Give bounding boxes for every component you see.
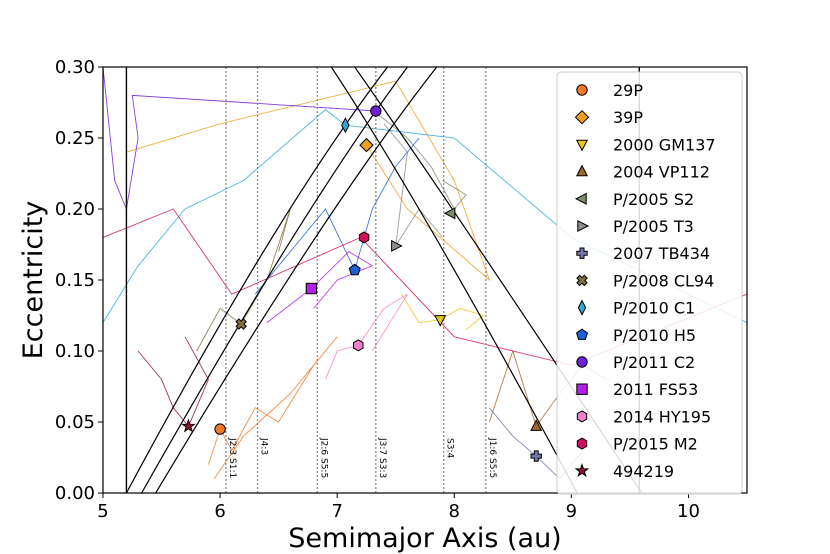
2011fs53-track [266,251,374,323]
marker-p-2010-h5 [348,263,361,276]
legend-marker-p-2010-c1 [577,299,587,316]
legend-label-p-2008-cl94: P/2008 CL94 [613,271,714,290]
resonance-label-j1-6-s5-5: J1:6 S5:5 [487,437,497,478]
resonance-label-j2-3-s1-1: J2:3 S1:1 [227,437,237,478]
perihelion-jupiter-inner [125,67,389,493]
494219-track [137,336,209,428]
resonance-label-j2-6-s5-5: J2:6 S5:5 [318,437,328,478]
legend-marker-2004-vp112 [575,164,589,177]
legend-marker-p-2005-s2 [574,192,587,205]
y-tick-label: 0.05 [55,412,95,433]
legend-marker-p-2005-t3 [577,219,590,233]
marker-2000-gm137 [434,315,447,327]
legend-label-p-2005-t3: P/2005 T3 [613,217,694,236]
marker-494219 [181,418,196,433]
marker-2004-vp112 [530,419,543,431]
legend: 29P 39P 2000 GM137 2004 VP112 P/2005 S2 P/200… [556,71,743,495]
legend-label-2004-vp112: 2004 VP112 [613,163,710,182]
marker-2007-tb434 [530,450,542,462]
resonance-label-j3-7-s3-3: J3:7 S3:3 [377,437,387,478]
p2010h5-track [254,137,420,295]
marker-p-2010-c1 [341,117,350,134]
marker-39p [359,137,374,153]
legend-label-29p: 29P [613,81,643,100]
resonance-layer: J2:3 S1:1 J4:3 J2:6 S5:5 J3:7 S3:3 S3:4 J1:6 … [225,67,497,493]
legend-marker-p-2008-cl94 [576,274,588,287]
p2008cl94-track [196,208,291,352]
resonance-label-j4-3: J4:3 [259,437,269,455]
marker-2011-fs53 [305,282,318,295]
legend-marker-29p [576,84,588,96]
p2005t3-track [383,123,443,247]
perihelion-jupiter-mid [141,67,408,493]
y-tick-label: 0.30 [55,57,95,78]
y-tick-label: 0.15 [55,270,95,291]
tick-layer: 5 6 7 8 9 10 0.00 0.05 0.10 0.15 0.20 0.25 0.30 [55,57,700,522]
legend-marker-p-2011-c2 [576,356,588,368]
x-tick-label: 7 [331,501,342,522]
legend-label-2000-gm137: 2000 GM137 [613,135,716,154]
p2005s2-track [372,109,467,210]
marker-p-2005-t3 [391,239,403,252]
legend-marker-2007-tb434 [576,247,588,259]
y-axis-title: Eccentricity [18,201,49,360]
x-axis-title: Semimajor Axis (au) [288,523,561,554]
legend-box [556,71,743,495]
legend-marker-494219 [574,463,590,478]
resonance-label-s3-4: S3:4 [445,438,455,458]
legend-label-p-2010-h5: P/2010 H5 [613,326,696,345]
legend-label-p-2005-s2: P/2005 S2 [613,190,694,209]
p2011c2-track [103,67,376,211]
marker-layer [181,105,543,462]
legend-marker-p-2015-m2 [576,437,588,450]
x-tick-label: 5 [97,501,108,522]
x-tick-label: 9 [566,501,577,522]
y-tick-label: 0.20 [55,199,95,220]
legend-label-494219: 494219 [613,462,674,481]
legend-label-2007-tb434: 2007 TB434 [613,244,710,263]
legend-label-2011-fs53: 2011 FS53 [613,380,698,399]
legend-marker-39p [574,109,590,125]
2000gm137-track [401,293,485,331]
y-tick-label: 0.00 [55,483,95,504]
x-tick-label: 6 [214,501,225,522]
marker-p-2011-c2 [370,105,382,117]
legend-marker-2014-hy195 [576,410,588,423]
legend-marker-2011-fs53 [576,383,588,395]
2014hy195-track [325,293,408,380]
legend-marker-2000-gm137 [575,139,589,152]
legend-marker-p-2010-h5 [576,328,588,340]
marker-p-2015-m2 [358,231,370,244]
legend-label-p-2011-c2: P/2011 C2 [613,353,695,372]
marker-29p [214,423,226,435]
x-tick-label: 10 [677,501,700,522]
aphelion-saturn-2 [330,67,578,493]
marker-p-2005-s2 [443,207,456,220]
legend-label-p-2010-c1: P/2010 C1 [613,299,695,318]
perihelion-jupiter-outer [155,67,438,493]
y-tick-label: 0.25 [55,128,95,149]
p2010c1-track [103,109,747,324]
39p-track [126,80,491,282]
legend-label-39p: 39P [613,108,643,127]
y-tick-label: 0.10 [55,341,95,362]
marker-2014-hy195 [353,339,364,352]
legend-label-2014-hy195: 2014 HY195 [613,407,711,426]
x-tick-label: 8 [449,501,460,522]
marker-p-2008-cl94 [235,318,247,330]
legend-label-p-2015-m2: P/2015 M2 [613,435,698,454]
